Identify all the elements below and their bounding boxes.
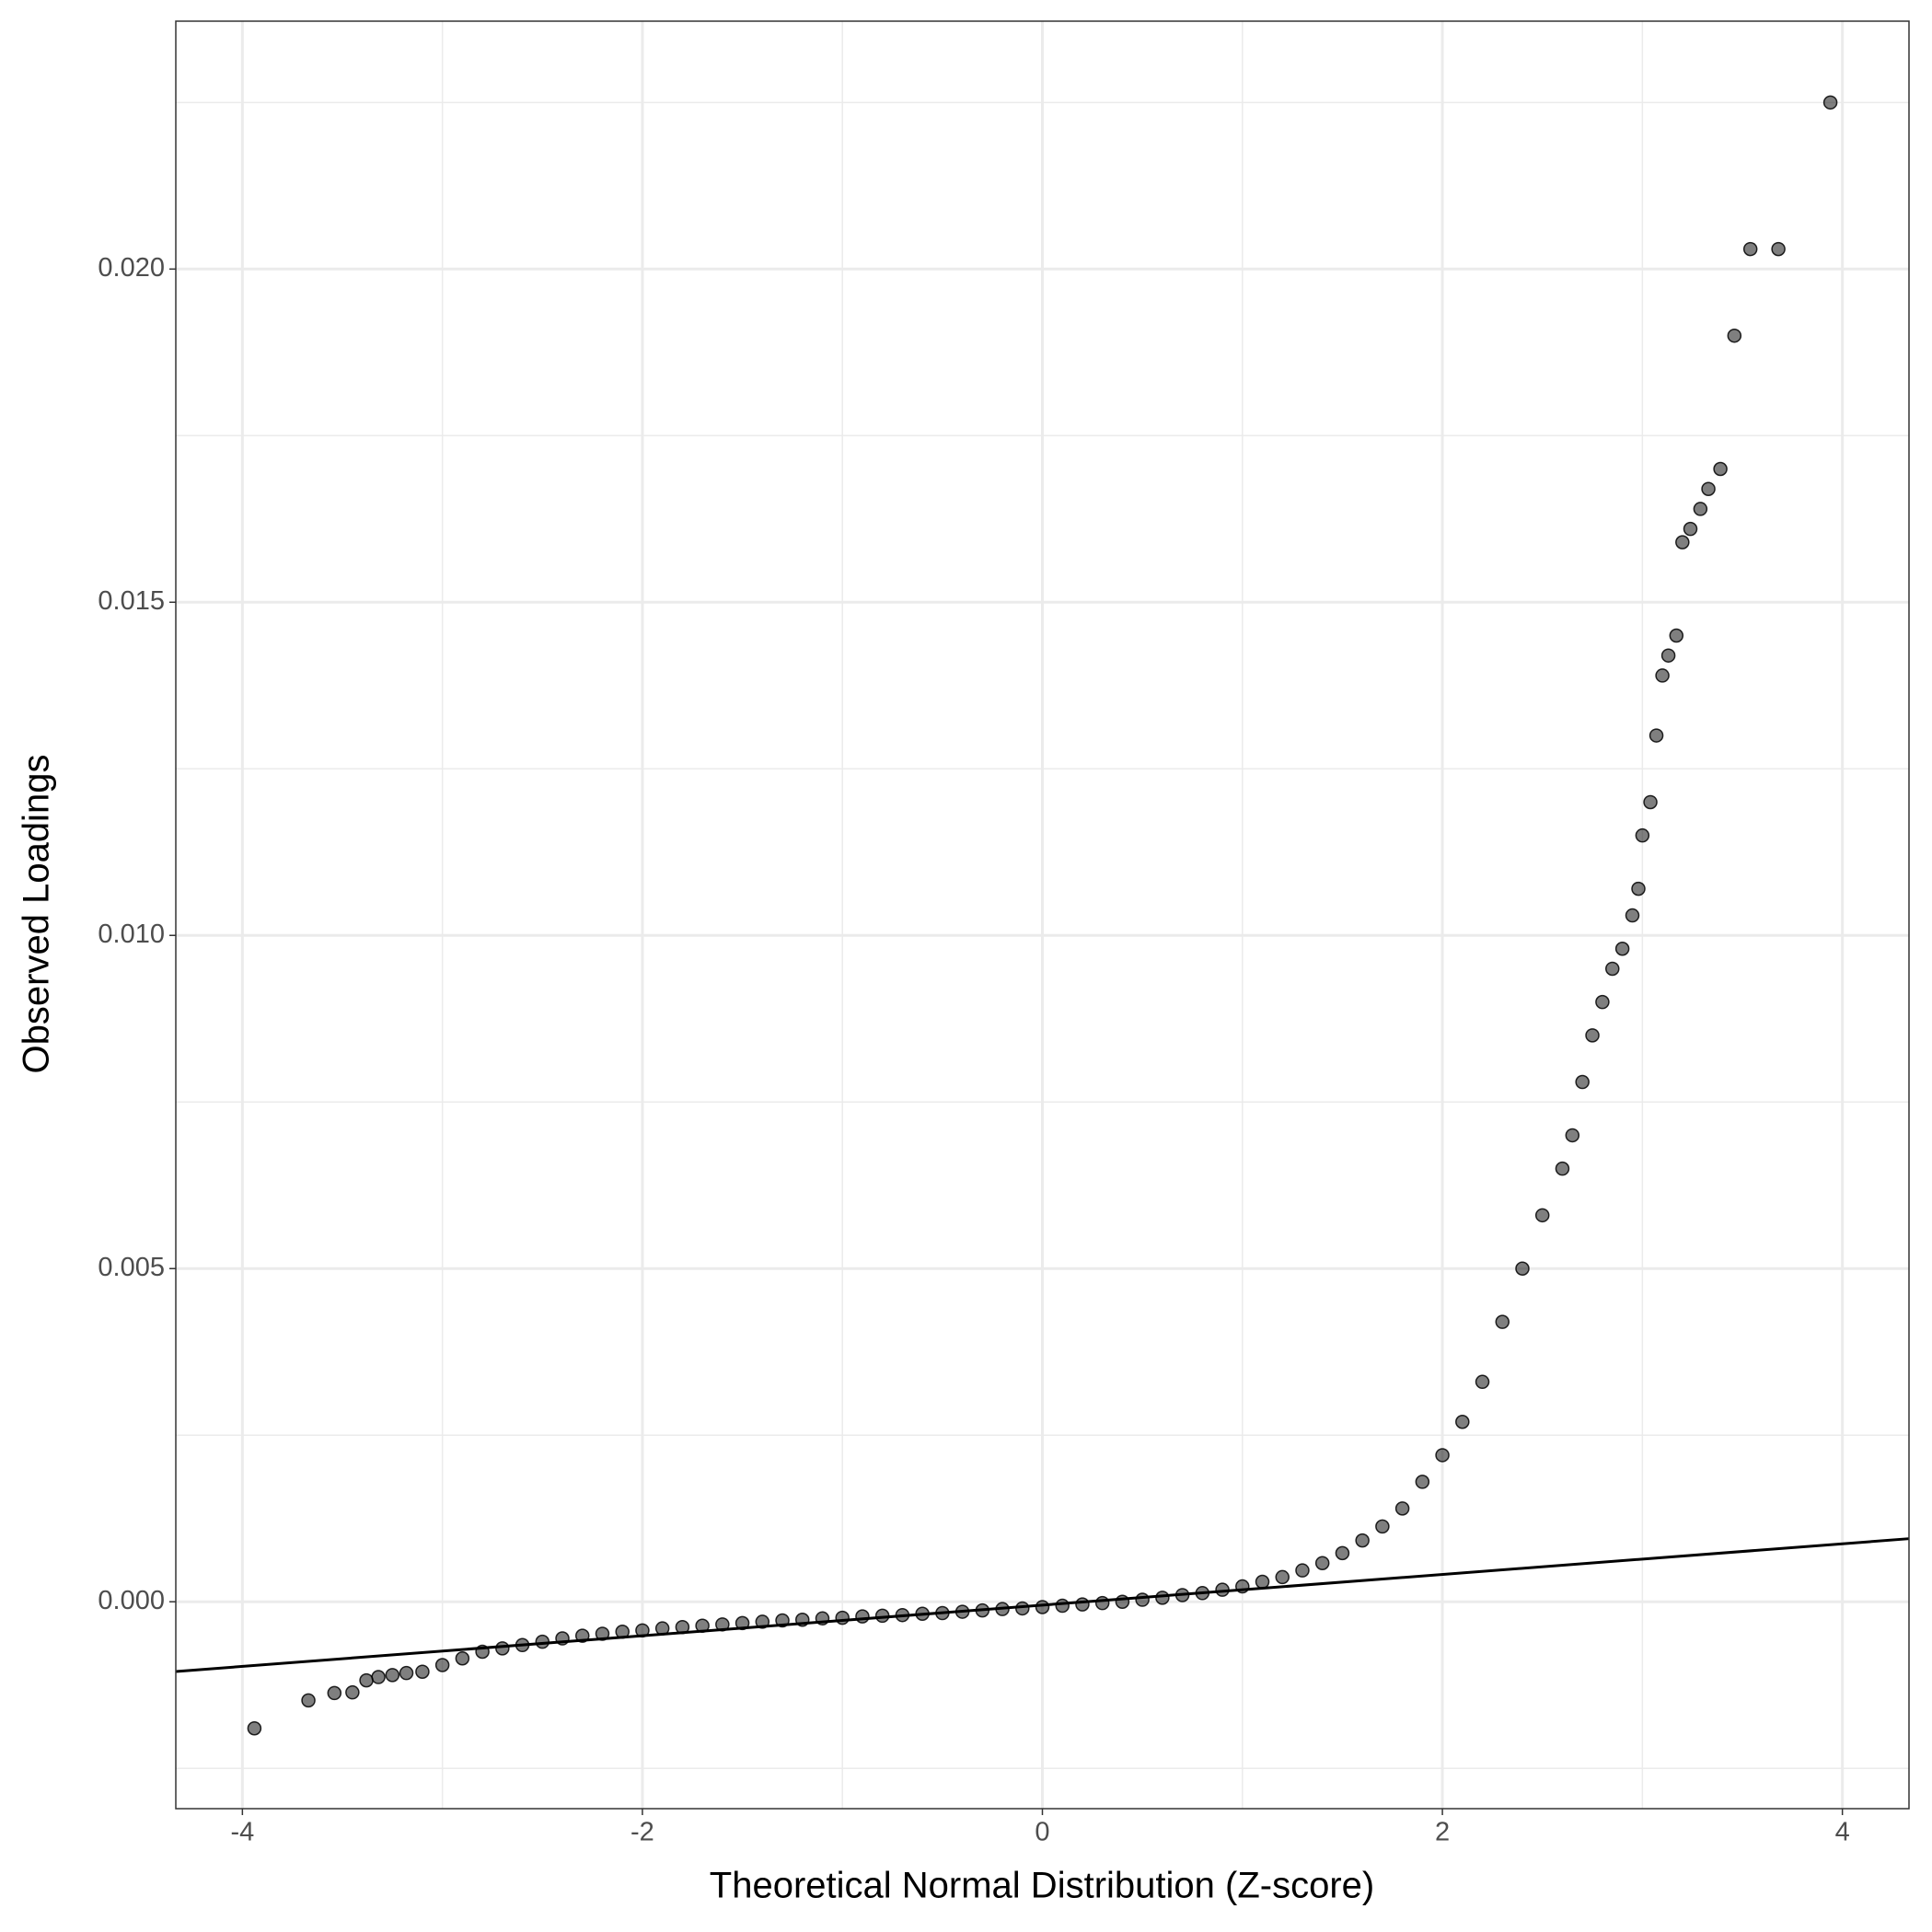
- point: [1660, 648, 1676, 663]
- x-axis-title: Theoretical Normal Distribution (Z-score…: [710, 1866, 1374, 1906]
- marks: [175, 95, 1910, 1736]
- point: [1605, 961, 1620, 977]
- point: [1255, 1574, 1270, 1590]
- point: [1595, 994, 1610, 1010]
- point: [1575, 1074, 1590, 1090]
- point: [345, 1684, 360, 1700]
- point: [1655, 668, 1670, 683]
- point: [1495, 1314, 1510, 1329]
- point: [1055, 1598, 1070, 1614]
- point: [1669, 628, 1684, 643]
- point: [1585, 1028, 1600, 1043]
- point: [1534, 1208, 1550, 1223]
- point: [1675, 535, 1690, 550]
- point: [1335, 1545, 1350, 1561]
- point: [1415, 1475, 1430, 1489]
- point: [399, 1665, 414, 1681]
- point: [1155, 1591, 1170, 1605]
- point: [1475, 1374, 1490, 1390]
- axes: -4 -2 0 2 4 0.000 0.005 0.010 0.015 0.020: [98, 20, 1910, 1847]
- point: [1683, 521, 1698, 537]
- point: [1435, 1448, 1450, 1463]
- point: [1649, 728, 1664, 743]
- x-tick-label: 2: [1435, 1818, 1450, 1847]
- point: [1635, 827, 1650, 843]
- point: [1355, 1533, 1370, 1548]
- y-tick-label: 0.005: [98, 1253, 165, 1282]
- point: [835, 1610, 850, 1625]
- point: [1771, 241, 1786, 257]
- point: [1314, 1556, 1330, 1570]
- point: [1693, 502, 1708, 516]
- y-axis-title: Observed Loadings: [17, 755, 57, 1074]
- point: [1643, 794, 1658, 810]
- point: [434, 1658, 450, 1672]
- y-tick-label: 0.015: [98, 586, 165, 616]
- point: [1094, 1595, 1110, 1611]
- point: [1701, 481, 1716, 496]
- point: [1375, 1519, 1390, 1534]
- point: [1394, 1501, 1410, 1516]
- y-tick-label: 0.020: [98, 253, 165, 283]
- point: [385, 1668, 400, 1683]
- point: [1135, 1592, 1150, 1607]
- point: [455, 1650, 470, 1666]
- reference-line: [175, 1537, 1910, 1673]
- point: [301, 1693, 316, 1708]
- point: [1822, 95, 1838, 110]
- y-tick-label: 0.010: [98, 920, 165, 949]
- grid: [176, 21, 1909, 1809]
- point: [1275, 1569, 1290, 1585]
- y-tick-label: 0.000: [98, 1586, 165, 1615]
- point: [327, 1685, 342, 1701]
- point: [415, 1664, 430, 1679]
- point: [735, 1615, 750, 1631]
- point: [495, 1641, 510, 1656]
- point: [1515, 1261, 1530, 1276]
- x-tick-label: -2: [631, 1818, 654, 1847]
- point: [247, 1721, 262, 1736]
- point: [1455, 1414, 1470, 1429]
- point: [1555, 1161, 1570, 1176]
- panel-border: [175, 20, 1910, 1810]
- point: [1713, 461, 1728, 477]
- point: [1075, 1597, 1090, 1612]
- point: [855, 1609, 870, 1624]
- point: [1625, 908, 1640, 923]
- x-tick-label: -4: [230, 1818, 254, 1847]
- point: [1614, 941, 1630, 956]
- point: [371, 1670, 386, 1684]
- point: [359, 1672, 374, 1688]
- x-tick-label: 0: [1035, 1818, 1049, 1847]
- point: [1742, 241, 1758, 257]
- point: [1295, 1563, 1310, 1578]
- point: [1035, 1600, 1050, 1614]
- point: [1727, 328, 1742, 343]
- x-tick-label: 4: [1835, 1818, 1850, 1847]
- point: [1631, 881, 1646, 897]
- point: [1015, 1601, 1030, 1616]
- point: [1565, 1128, 1580, 1143]
